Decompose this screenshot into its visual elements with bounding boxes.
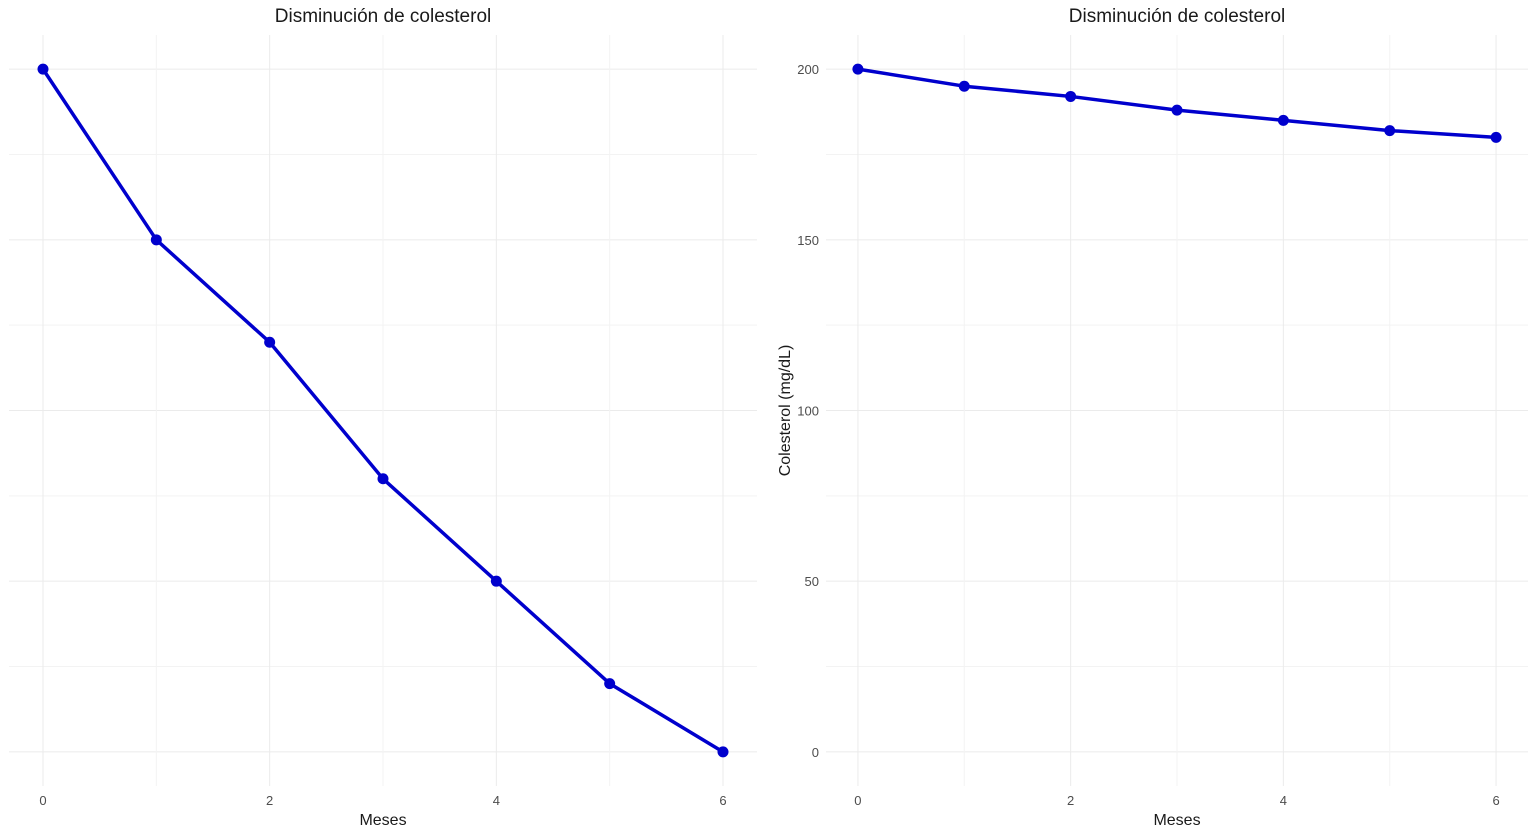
data-point: [1171, 104, 1183, 116]
x-tick-label: 2: [266, 793, 273, 808]
chart-right: 0 2 4 6 0 50 100 150 200 Disminución de colestero…: [777, 6, 1528, 829]
data-point: [958, 80, 970, 92]
y-tick-label: 200: [797, 62, 819, 77]
x-tick-label: 6: [719, 793, 726, 808]
x-axis-label: Meses: [359, 812, 406, 829]
data-point: [490, 575, 502, 587]
x-tick-label: 0: [39, 793, 46, 808]
chart-title: Disminución de colesterol: [1069, 6, 1286, 27]
data-point: [1384, 125, 1396, 137]
x-tick-label: 4: [1280, 793, 1287, 808]
data-point: [377, 473, 389, 485]
data-point: [1277, 114, 1289, 126]
x-tick-label: 0: [854, 793, 861, 808]
x-axis-label: Meses: [1153, 812, 1200, 829]
data-point: [1065, 90, 1077, 102]
y-tick-label: 0: [812, 745, 819, 760]
grid: [9, 35, 757, 786]
chart-left: 0 2 4 6 Disminución de colesterol Meses: [9, 6, 757, 829]
data-point: [604, 678, 616, 690]
grid: [826, 35, 1528, 786]
data-point: [264, 336, 276, 348]
x-tick-label: 2: [1067, 793, 1074, 808]
data-point: [717, 746, 729, 758]
data-point: [150, 234, 162, 246]
chart-title: Disminución de colesterol: [275, 6, 492, 27]
x-tick-label: 6: [1492, 793, 1499, 808]
y-tick-label: 150: [797, 233, 819, 248]
data-point: [1490, 131, 1502, 143]
x-tick-label: 4: [493, 793, 500, 808]
y-tick-label: 100: [797, 404, 819, 419]
y-tick-label: 50: [805, 574, 819, 589]
data-point: [37, 63, 49, 75]
data-point: [852, 63, 864, 75]
y-axis-label: Colesterol (mg/dL): [777, 345, 794, 477]
